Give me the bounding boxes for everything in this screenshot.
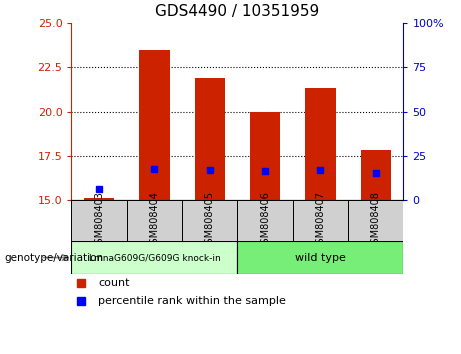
Bar <box>361 150 391 200</box>
Text: GSM808405: GSM808405 <box>205 191 215 250</box>
Bar <box>139 50 170 200</box>
Bar <box>237 200 293 241</box>
Bar <box>305 88 336 200</box>
Text: genotype/variation: genotype/variation <box>5 252 104 263</box>
Bar <box>71 241 237 274</box>
Text: GSM808404: GSM808404 <box>149 191 160 250</box>
Title: GDS4490 / 10351959: GDS4490 / 10351959 <box>155 4 319 19</box>
Bar <box>237 241 403 274</box>
Bar <box>195 78 225 200</box>
Bar <box>84 198 114 200</box>
Text: GSM808407: GSM808407 <box>315 191 325 250</box>
Bar <box>293 200 348 241</box>
Bar <box>71 200 127 241</box>
Text: wild type: wild type <box>295 252 346 263</box>
Text: GSM808403: GSM808403 <box>94 191 104 250</box>
Text: percentile rank within the sample: percentile rank within the sample <box>98 296 286 306</box>
Bar <box>250 112 280 200</box>
Text: count: count <box>98 278 130 288</box>
Bar <box>127 200 182 241</box>
Text: LmnaG609G/G609G knock-in: LmnaG609G/G609G knock-in <box>89 253 220 262</box>
Bar <box>348 200 403 241</box>
Bar <box>182 200 237 241</box>
Text: GSM808408: GSM808408 <box>371 191 381 250</box>
Text: GSM808406: GSM808406 <box>260 191 270 250</box>
